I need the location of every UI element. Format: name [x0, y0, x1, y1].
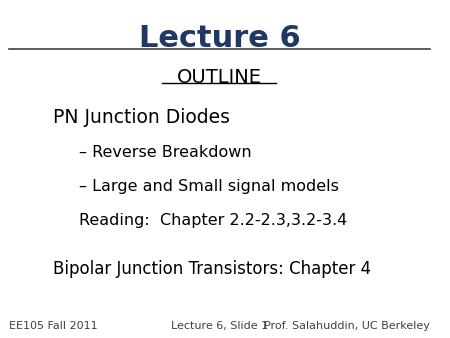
Text: OUTLINE: OUTLINE	[177, 68, 262, 87]
Text: Lecture 6: Lecture 6	[139, 24, 300, 53]
Text: PN Junction Diodes: PN Junction Diodes	[53, 108, 230, 127]
Text: Bipolar Junction Transistors: Chapter 4: Bipolar Junction Transistors: Chapter 4	[53, 260, 371, 278]
Text: Lecture 6, Slide 1: Lecture 6, Slide 1	[171, 321, 268, 331]
Text: – Large and Small signal models: – Large and Small signal models	[79, 179, 339, 194]
Text: – Reverse Breakdown: – Reverse Breakdown	[79, 145, 252, 160]
Text: Prof. Salahuddin, UC Berkeley: Prof. Salahuddin, UC Berkeley	[264, 321, 430, 331]
Text: Reading:  Chapter 2.2-2.3,3.2-3.4: Reading: Chapter 2.2-2.3,3.2-3.4	[79, 213, 347, 228]
Text: EE105 Fall 2011: EE105 Fall 2011	[9, 321, 97, 331]
